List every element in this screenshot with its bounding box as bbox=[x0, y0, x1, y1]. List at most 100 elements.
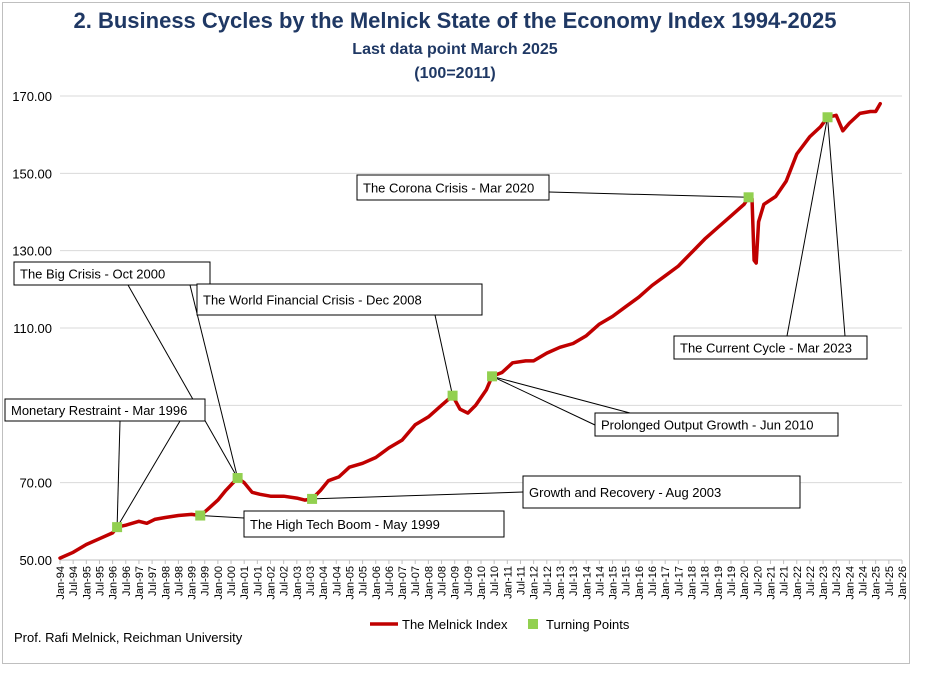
annotation-label: Growth and Recovery - Aug 2003 bbox=[529, 485, 721, 500]
annotation-leader-line bbox=[491, 375, 596, 426]
x-tick-label: Jul-08 bbox=[437, 566, 449, 596]
x-tick-label: Jan-03 bbox=[292, 566, 304, 600]
x-tick-label: Jul-23 bbox=[831, 566, 843, 596]
x-tick-label: Jan-06 bbox=[371, 566, 383, 600]
x-tick-label: Jan-96 bbox=[108, 566, 120, 600]
chart-frame bbox=[2, 2, 910, 664]
x-tick-label: Jul-13 bbox=[568, 566, 580, 596]
annotation-leader-line bbox=[127, 284, 239, 479]
x-tick-label: Jul-24 bbox=[858, 566, 870, 596]
x-tick-label: Jul-17 bbox=[673, 566, 685, 596]
y-tick-label: 170.00 bbox=[12, 89, 52, 104]
legend-marker-swatch bbox=[528, 619, 538, 629]
annotation-box bbox=[243, 510, 505, 538]
annotation-leader-line bbox=[200, 515, 245, 519]
x-tick-label: Jan-19 bbox=[713, 566, 725, 600]
turning-point-marker bbox=[743, 192, 754, 203]
turning-point-marker bbox=[307, 493, 318, 504]
annotation-box bbox=[522, 475, 801, 509]
x-tick-label: Jan-10 bbox=[476, 566, 488, 600]
x-tick-label: Jul-04 bbox=[331, 566, 343, 596]
x-tick-label: Jan-07 bbox=[397, 566, 409, 600]
x-tick-label: Jul-94 bbox=[68, 566, 80, 596]
x-tick-label: Jan-24 bbox=[844, 566, 856, 600]
turning-point-marker bbox=[232, 473, 243, 484]
x-tick-label: Jan-05 bbox=[344, 566, 356, 600]
annotation-box bbox=[356, 174, 550, 201]
annotation-label: The High Tech Boom - May 1999 bbox=[250, 517, 440, 532]
annotation-label: Monetary Restraint - Mar 1996 bbox=[11, 403, 187, 418]
x-tick-label: Jul-06 bbox=[384, 566, 396, 596]
x-tick-label: Jan-23 bbox=[818, 566, 830, 600]
chart-subtitle: Last data point March 2025 bbox=[352, 41, 558, 58]
turning-point-marker bbox=[487, 371, 498, 382]
x-tick-label: Jan-01 bbox=[239, 566, 251, 600]
x-tick-label: Jul-14 bbox=[594, 566, 606, 596]
annotation-label: The Big Crisis - Oct 2000 bbox=[20, 267, 165, 282]
x-tick-label: Jan-09 bbox=[450, 566, 462, 600]
x-tick-label: Jul-21 bbox=[779, 566, 791, 596]
x-tick-label: Jul-22 bbox=[805, 566, 817, 596]
annotation-box bbox=[196, 283, 483, 316]
x-tick-label: Jan-14 bbox=[581, 566, 593, 600]
turning-point-marker bbox=[112, 522, 123, 533]
x-tick-label: Jul-07 bbox=[410, 566, 422, 596]
y-tick-label: 110.00 bbox=[13, 321, 52, 336]
y-tick-label: 70.00 bbox=[19, 476, 52, 491]
footer-credit: Prof. Rafi Melnick, Reichman University bbox=[14, 630, 243, 645]
annotation-label: The Corona Crisis - Mar 2020 bbox=[363, 181, 534, 196]
annotation-box bbox=[673, 335, 868, 360]
chart-base-note: (100=2011) bbox=[414, 65, 496, 82]
x-tick-label: Jan-13 bbox=[555, 566, 567, 600]
x-tick-label: Jul-99 bbox=[200, 566, 212, 596]
x-tick-label: Jul-15 bbox=[621, 566, 633, 596]
annotation-label: The Current Cycle - Mar 2023 bbox=[680, 341, 852, 356]
x-tick-label: Jan-22 bbox=[792, 566, 804, 600]
annotation-leader-line bbox=[189, 284, 239, 479]
x-tick-label: Jan-02 bbox=[266, 566, 278, 600]
x-tick-label: Jan-08 bbox=[423, 566, 435, 600]
annotation-leader-line bbox=[116, 420, 181, 528]
annotation-leader-line bbox=[827, 117, 846, 337]
annotation-leader-line bbox=[548, 191, 749, 198]
x-tick-label: Jul-98 bbox=[173, 566, 185, 596]
x-tick-label: Jan-94 bbox=[55, 566, 67, 600]
x-tick-label: Jan-95 bbox=[81, 566, 93, 600]
x-tick-label: Jul-09 bbox=[463, 566, 475, 596]
x-tick-label: Jan-16 bbox=[634, 566, 646, 600]
x-tick-label: Jan-21 bbox=[765, 566, 777, 600]
y-tick-label: 50.00 bbox=[19, 553, 52, 568]
annotation-box bbox=[4, 398, 206, 422]
x-tick-label: Jan-15 bbox=[608, 566, 620, 600]
x-tick-label: Jul-95 bbox=[94, 566, 106, 596]
x-tick-label: Jan-18 bbox=[687, 566, 699, 600]
x-tick-label: Jul-03 bbox=[305, 566, 317, 596]
turning-point-marker bbox=[822, 112, 833, 123]
x-tick-label: Jul-96 bbox=[121, 566, 133, 596]
x-tick-label: Jul-11 bbox=[515, 566, 527, 595]
x-tick-label: Jan-17 bbox=[660, 566, 672, 600]
annotation-leader-line bbox=[434, 314, 454, 396]
x-tick-label: Jan-11 bbox=[502, 566, 514, 599]
x-tick-label: Jul-20 bbox=[752, 566, 764, 596]
chart-title: 2. Business Cycles by the Melnick State … bbox=[73, 8, 837, 33]
x-tick-label: Jul-25 bbox=[884, 566, 896, 596]
turning-point-marker bbox=[447, 390, 458, 401]
x-tick-label: Jan-20 bbox=[739, 566, 751, 600]
x-tick-label: Jul-19 bbox=[726, 566, 738, 596]
x-tick-label: Jan-12 bbox=[529, 566, 541, 600]
x-tick-label: Jul-05 bbox=[358, 566, 370, 596]
x-tick-label: Jan-99 bbox=[187, 566, 199, 600]
x-tick-label: Jul-01 bbox=[252, 566, 264, 596]
x-tick-label: Jan-98 bbox=[160, 566, 172, 600]
annotation-box bbox=[594, 412, 839, 437]
x-tick-label: Jan-25 bbox=[871, 566, 883, 600]
annotation-leader-line bbox=[786, 117, 829, 337]
x-tick-label: Jan-00 bbox=[213, 566, 225, 600]
x-tick-label: Jan-97 bbox=[134, 566, 146, 600]
x-tick-label: Jan-04 bbox=[318, 566, 330, 600]
annotation-leader-line bbox=[491, 375, 631, 414]
y-tick-label: 130.00 bbox=[12, 244, 52, 259]
annotation-label: Prolonged Output Growth - Jun 2010 bbox=[601, 418, 813, 433]
x-tick-label: Jul-97 bbox=[147, 566, 159, 596]
